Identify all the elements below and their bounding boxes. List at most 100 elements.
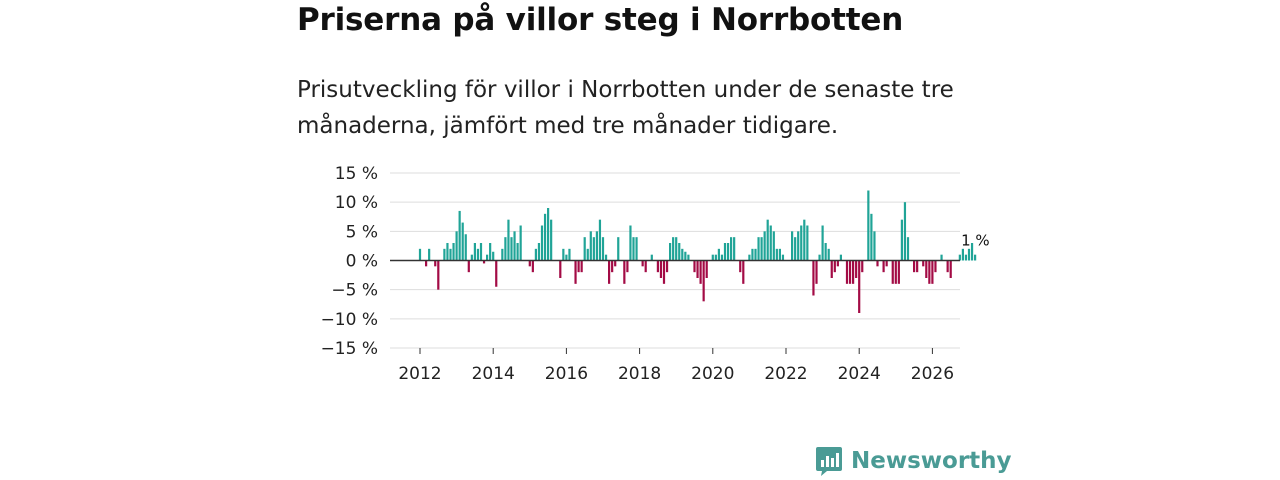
bar xyxy=(492,251,495,261)
bar xyxy=(543,213,547,261)
bar xyxy=(665,260,669,273)
bar xyxy=(644,260,647,273)
bar xyxy=(803,219,806,261)
bar xyxy=(916,260,919,273)
bar xyxy=(562,248,565,261)
bar xyxy=(495,260,498,287)
bar xyxy=(903,202,907,261)
bar xyxy=(565,254,568,261)
bar xyxy=(873,231,876,261)
bar xyxy=(592,237,595,261)
y-axis-tick-labels: 15 % 10 % 5 % 0 % −5 % −10 % −15 % xyxy=(321,164,378,359)
bar xyxy=(608,260,611,284)
bar xyxy=(720,254,724,261)
y-tick-label: 0 % xyxy=(346,252,378,272)
bar xyxy=(824,243,827,261)
bar xyxy=(540,225,544,261)
bar xyxy=(733,237,736,261)
bar xyxy=(461,222,464,261)
y-tick-label: −15 % xyxy=(321,339,378,359)
bar xyxy=(586,248,589,261)
bar xyxy=(876,260,879,267)
bar xyxy=(702,260,705,302)
bar xyxy=(870,213,873,261)
bar xyxy=(452,243,455,261)
bar xyxy=(723,243,727,261)
bar xyxy=(946,260,949,273)
bar xyxy=(742,260,745,284)
bar xyxy=(507,219,510,261)
chart-subtitle: Prisutveckling för villor i Norrbotten u… xyxy=(297,77,954,139)
bar xyxy=(626,260,629,273)
bar xyxy=(791,231,794,261)
newsworthy-logo: Newsworthy xyxy=(815,445,1012,477)
bar xyxy=(830,260,833,278)
bar xyxy=(446,243,449,261)
grid-lines xyxy=(390,172,960,349)
annotations: 1 % xyxy=(961,231,990,249)
bar xyxy=(418,248,422,261)
y-tick-label: 5 % xyxy=(346,222,378,242)
bar xyxy=(501,248,504,261)
x-tick-label: 2024 xyxy=(838,364,881,384)
bar xyxy=(751,248,754,261)
bar xyxy=(961,248,964,261)
bar xyxy=(516,243,519,261)
bar xyxy=(739,260,742,273)
bar xyxy=(806,225,809,261)
bar xyxy=(906,237,910,261)
bar xyxy=(635,237,638,261)
bar xyxy=(659,260,663,278)
bar xyxy=(800,225,803,261)
bar xyxy=(464,234,467,261)
bar xyxy=(632,237,635,261)
bar xyxy=(476,248,480,261)
bar xyxy=(900,219,903,261)
bar xyxy=(534,248,537,261)
bar xyxy=(547,208,550,261)
bar xyxy=(681,248,684,261)
x-tick-label: 2014 xyxy=(472,364,515,384)
bar xyxy=(455,231,458,261)
bar xyxy=(443,248,446,261)
bar xyxy=(669,243,672,261)
bar xyxy=(821,225,824,261)
bar xyxy=(601,237,605,261)
bar xyxy=(974,254,977,261)
bar xyxy=(489,243,492,261)
bar xyxy=(897,260,900,284)
bar xyxy=(775,248,778,261)
bar xyxy=(504,237,507,261)
bar xyxy=(678,243,681,261)
bar xyxy=(510,237,513,261)
bar xyxy=(656,260,659,273)
bar xyxy=(836,260,839,267)
bar xyxy=(827,248,830,261)
bar xyxy=(797,231,800,261)
bar xyxy=(885,260,888,267)
y-tick-label: 15 % xyxy=(335,164,378,184)
bar xyxy=(598,219,602,261)
x-tick-label: 2022 xyxy=(764,364,807,384)
bar xyxy=(519,225,522,261)
bar xyxy=(772,231,775,261)
bar xyxy=(781,254,785,261)
bar xyxy=(577,260,580,273)
bar xyxy=(513,231,516,261)
bar xyxy=(913,260,916,273)
bar xyxy=(928,260,931,284)
x-axis-ticks: 2012 2014 2016 2018 2020 2022 2024 2026 xyxy=(398,348,954,384)
bar xyxy=(470,254,473,261)
bar xyxy=(794,237,797,261)
bar xyxy=(437,260,440,290)
bar xyxy=(964,254,968,261)
y-tick-label: 10 % xyxy=(335,193,378,213)
bar xyxy=(958,254,961,261)
x-tick-label: 2018 xyxy=(618,364,661,384)
bar xyxy=(717,248,720,261)
bar xyxy=(662,260,666,284)
bar xyxy=(769,225,772,261)
bar xyxy=(449,248,452,261)
bar xyxy=(867,190,870,261)
